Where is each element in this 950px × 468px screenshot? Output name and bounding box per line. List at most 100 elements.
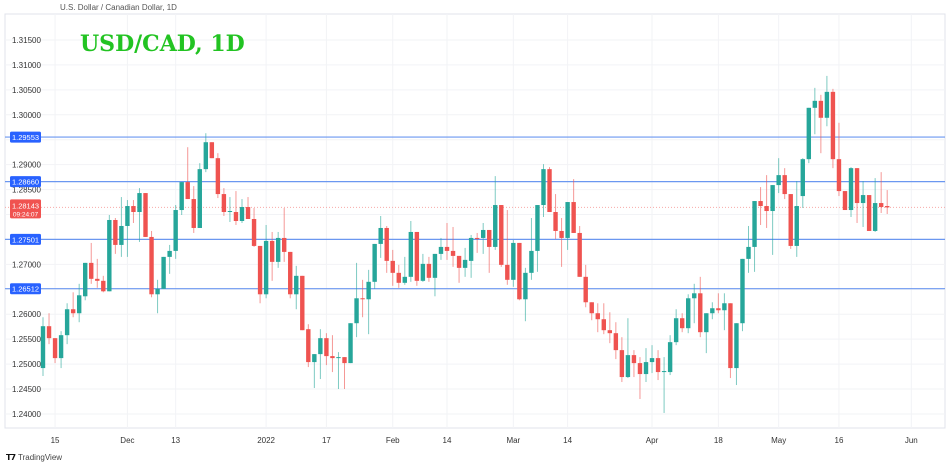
candle — [444, 222, 450, 260]
candle-body — [215, 158, 221, 195]
candle-body — [52, 338, 58, 359]
level-price-label: 1.28660 — [12, 178, 39, 187]
candle-body — [529, 250, 534, 273]
candle — [480, 222, 486, 254]
candle — [535, 205, 540, 272]
candle-body — [131, 206, 136, 213]
candle-body — [282, 237, 287, 252]
candle-body — [312, 354, 317, 363]
candle-body — [505, 264, 510, 280]
candle-body — [619, 350, 625, 378]
candle-body — [499, 205, 504, 265]
candle-body — [535, 205, 540, 251]
candle — [824, 75, 830, 127]
level-price-badge — [10, 131, 41, 143]
candle — [233, 191, 239, 225]
candle — [770, 185, 775, 255]
candle — [275, 231, 281, 268]
candle-body — [70, 309, 76, 314]
candle — [866, 195, 872, 231]
candle — [613, 322, 619, 360]
x-tick-label: 18 — [714, 436, 723, 445]
candle-body — [885, 206, 890, 208]
candle — [583, 264, 588, 308]
candle — [734, 323, 739, 386]
candle-body — [197, 169, 202, 228]
candle — [167, 244, 172, 274]
candle — [704, 313, 709, 354]
candle-body — [173, 210, 178, 251]
candle-body — [637, 363, 643, 375]
candle-body — [655, 358, 661, 373]
candle-body — [878, 203, 884, 208]
candle — [318, 329, 323, 380]
candle-body — [541, 169, 546, 206]
candle — [300, 275, 305, 331]
candle — [245, 197, 251, 219]
candle-body — [854, 168, 860, 204]
candle-body — [553, 212, 558, 231]
candle — [764, 175, 769, 228]
candle-body — [125, 206, 130, 226]
candle — [462, 247, 468, 277]
candle-body — [764, 206, 769, 212]
last-price-badge — [10, 199, 41, 219]
candle-body — [698, 293, 703, 333]
candle — [722, 293, 727, 331]
candle-body — [119, 225, 124, 245]
y-tick-label: 1.31500 — [12, 36, 41, 45]
candle — [342, 357, 347, 390]
level-price-badge — [10, 176, 41, 188]
candle-body — [631, 355, 637, 364]
candle-body — [812, 100, 818, 108]
candle — [336, 352, 341, 390]
candle — [354, 262, 359, 338]
candle — [95, 258, 100, 288]
candle-body — [414, 231, 420, 281]
candle-body — [257, 245, 263, 295]
candle — [836, 122, 842, 197]
candle — [209, 142, 215, 159]
candle — [565, 202, 570, 250]
candle — [643, 348, 649, 383]
candle-body — [782, 175, 787, 195]
candle-body — [378, 227, 383, 244]
candle — [619, 337, 625, 383]
candle-body — [46, 326, 52, 339]
candle — [499, 205, 504, 267]
candle — [125, 200, 130, 257]
candle — [842, 191, 848, 211]
y-tick-label: 1.31000 — [12, 61, 41, 70]
candle — [607, 312, 613, 344]
candle-body — [728, 303, 733, 369]
candle — [294, 265, 299, 310]
candle-body — [842, 191, 848, 211]
candle — [107, 215, 112, 292]
candle-body — [848, 168, 854, 211]
candle-body — [372, 243, 377, 282]
candle-body — [794, 206, 799, 246]
candle-body — [432, 253, 438, 278]
candle-body — [137, 193, 142, 213]
level-price-label: 1.26512 — [12, 285, 39, 294]
candle — [559, 218, 564, 267]
candle-body — [872, 203, 878, 231]
candle — [306, 324, 311, 368]
candle-body — [746, 246, 751, 259]
candle — [324, 333, 329, 366]
candle — [143, 193, 148, 237]
x-tick-label: 14 — [563, 436, 572, 445]
candle — [661, 357, 667, 413]
candle — [137, 188, 142, 242]
candle-body — [348, 323, 353, 364]
x-tick-label: Jun — [905, 436, 918, 445]
candle-body — [667, 342, 673, 373]
candle — [330, 335, 335, 373]
candle — [70, 292, 76, 318]
candle — [655, 350, 661, 381]
tradingview-brand[interactable]: 𝗧𝟳 TradingView — [6, 453, 62, 462]
candle — [101, 275, 106, 293]
candle — [637, 357, 643, 399]
candle — [119, 197, 124, 257]
